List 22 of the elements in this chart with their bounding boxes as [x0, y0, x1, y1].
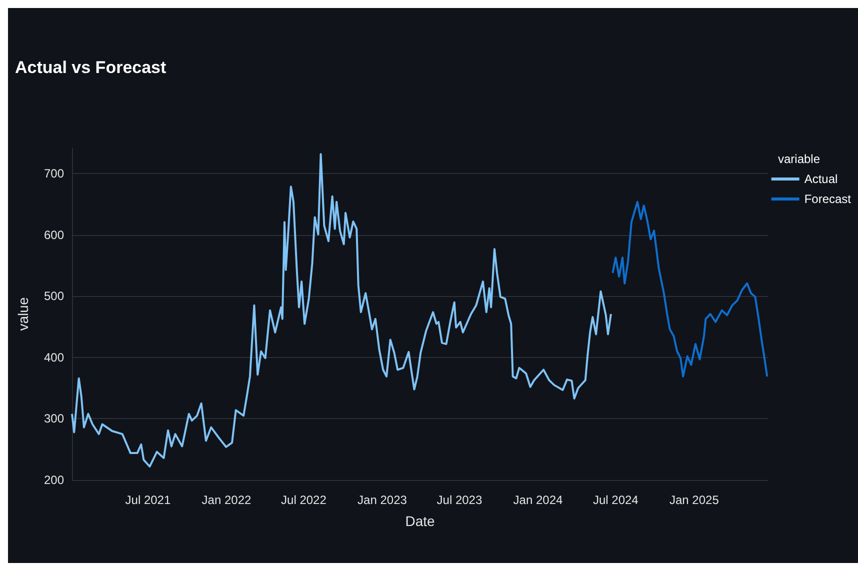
chart-title: Actual vs Forecast — [15, 58, 167, 77]
y-tick-label: 300 — [44, 412, 64, 426]
x-tick-label: Jan 2024 — [513, 493, 563, 507]
line-series — [612, 200, 768, 378]
y-axis-title: value — [15, 297, 31, 331]
y-tick-label: 200 — [44, 473, 64, 487]
x-tick-label: Jul 2023 — [436, 493, 482, 507]
x-tick-label: Jan 2023 — [358, 493, 408, 507]
x-tick-label: Jan 2025 — [669, 493, 720, 507]
x-tick-label: Jan 2022 — [202, 493, 252, 507]
x-tick-label: Jul 2024 — [592, 493, 639, 507]
legend-title: variable — [778, 152, 820, 166]
legend-label: Forecast — [804, 192, 852, 206]
y-tick-label: 600 — [44, 228, 64, 242]
legend-label: Actual — [804, 172, 838, 186]
x-tick-label: Jul 2021 — [125, 493, 171, 507]
y-tick-label: 700 — [44, 166, 64, 181]
line-series — [71, 153, 612, 468]
y-tick-label: 500 — [44, 289, 64, 304]
x-axis-title: Date — [405, 513, 435, 529]
y-tick-label: 400 — [44, 350, 64, 364]
x-tick-label: Jul 2022 — [281, 493, 327, 507]
